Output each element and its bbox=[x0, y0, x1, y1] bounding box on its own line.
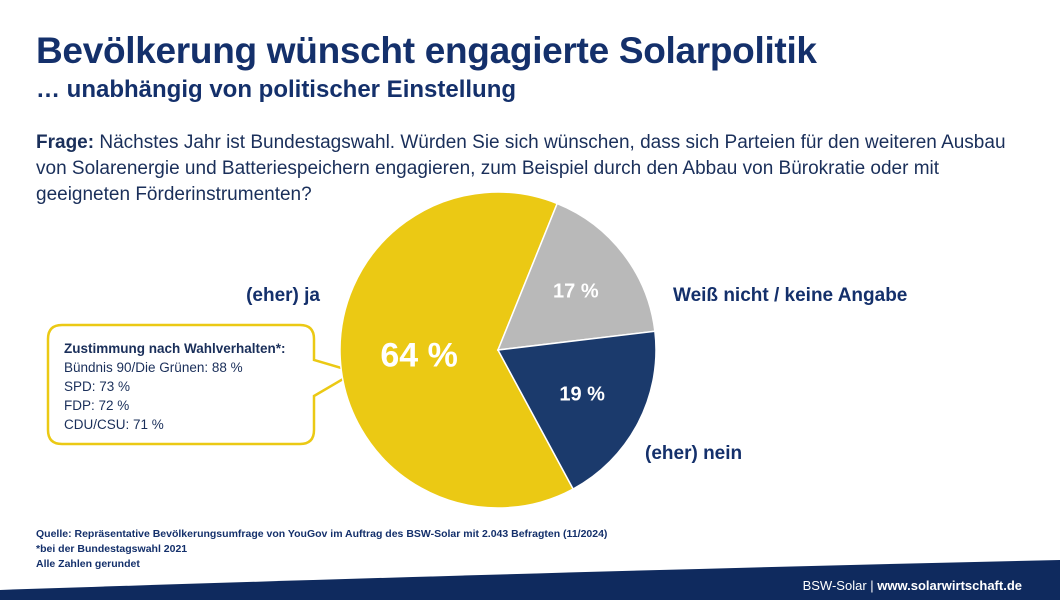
footer-url-link[interactable]: www.solarwirtschaft.de bbox=[877, 578, 1022, 593]
callout-heading: Zustimmung nach Wahlverhalten*: bbox=[64, 341, 286, 356]
pie-slice bbox=[496, 330, 657, 491]
slice-category-label: (eher) ja bbox=[246, 285, 320, 306]
pie-slice bbox=[339, 191, 575, 509]
page-subtitle: … unabhängig von politischer Einstellung bbox=[36, 76, 517, 103]
source-notes: Quelle: Repräsentative Bevölkerungsumfra… bbox=[36, 527, 607, 572]
callout-line: CDU/CSU: 71 % bbox=[64, 417, 164, 432]
rounding-note: Alle Zahlen gerundet bbox=[36, 558, 140, 570]
footer-band bbox=[0, 560, 1060, 600]
callout-bubble bbox=[46, 323, 359, 446]
slice-category-label: Weiß nicht / keine Angabe bbox=[673, 285, 907, 306]
callout-line: FDP: 72 % bbox=[64, 398, 130, 413]
slice-value-label: 17 % bbox=[553, 281, 599, 303]
footer-org: BSW-Solar bbox=[802, 578, 867, 593]
slice-value-label: 64 % bbox=[380, 336, 458, 374]
footer-separator: | bbox=[866, 578, 878, 593]
slice-value-label: 19 % bbox=[559, 384, 605, 406]
page-title: Bevölkerung wünscht engagierte Solarpoli… bbox=[36, 30, 817, 71]
callout-text: Zustimmung nach Wahlverhalten*: Bündnis … bbox=[64, 339, 304, 434]
slice-category-label: (eher) nein bbox=[645, 443, 742, 464]
source-line: Quelle: Repräsentative Bevölkerungsumfra… bbox=[36, 528, 608, 540]
pie-slice bbox=[496, 202, 656, 351]
question-text: Nächstes Jahr ist Bundestagswahl. Würden… bbox=[36, 132, 1006, 205]
footnote-line: *bei der Bundestagswahl 2021 bbox=[36, 543, 188, 555]
footer-credit: BSW-Solar | www.solarwirtschaft.de bbox=[803, 578, 1022, 593]
question-label: Frage: bbox=[36, 132, 95, 153]
callout-line: SPD: 73 % bbox=[64, 379, 131, 394]
survey-question: Frage: Nächstes Jahr ist Bundestagswahl.… bbox=[36, 130, 1036, 208]
callout-line: Bündnis 90/Die Grünen: 88 % bbox=[64, 360, 243, 375]
